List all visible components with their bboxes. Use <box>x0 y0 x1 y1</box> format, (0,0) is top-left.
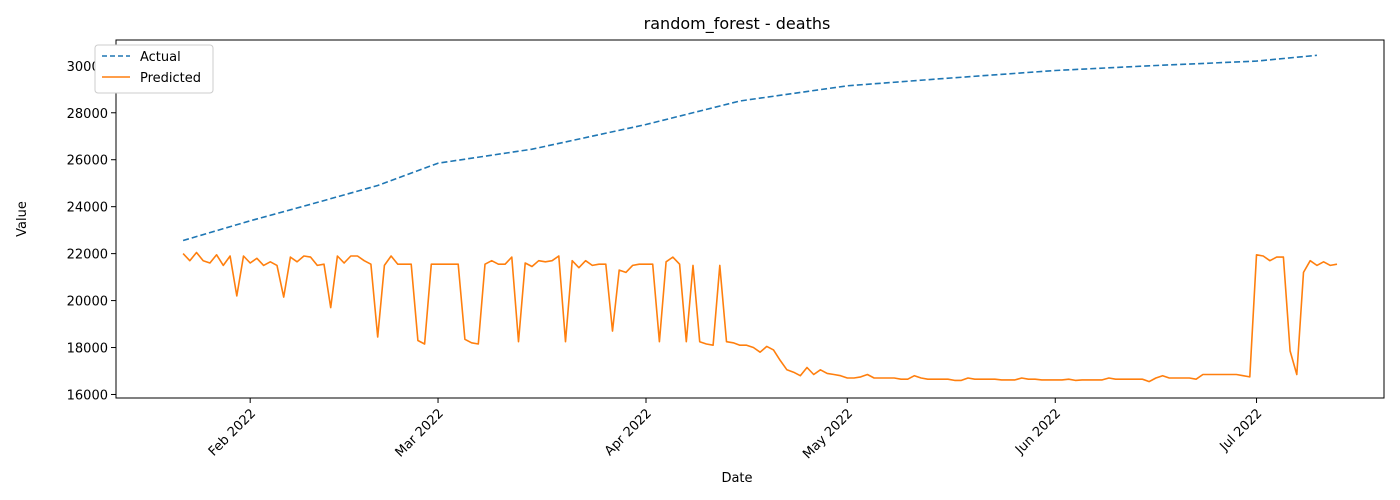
x-tick-label: May 2022 <box>800 406 856 462</box>
legend: Actual Predicted <box>94 44 214 94</box>
x-axis-title: Date <box>721 471 752 486</box>
series-line-actual <box>182 54 1317 242</box>
plot-area <box>182 54 1338 383</box>
y-tick-label: 28000 <box>67 107 108 122</box>
x-tick-label: Jun 2022 <box>1012 406 1064 458</box>
x-tick-label: Jul 2022 <box>1217 406 1266 455</box>
y-tick-label: 24000 <box>67 201 108 216</box>
y-axis-title: Value <box>15 201 30 237</box>
chart-title: random_forest - deaths <box>644 14 831 34</box>
y-tick-label: 16000 <box>67 388 108 403</box>
y-tick-label: 26000 <box>67 154 108 169</box>
y-tick-label: 22000 <box>67 248 108 263</box>
y-tick-label: 18000 <box>67 342 108 357</box>
legend-predicted-label: Predicted <box>140 71 201 86</box>
x-tick-label: Apr 2022 <box>602 406 655 459</box>
series-line-predicted <box>182 251 1338 383</box>
legend-actual-label: Actual <box>140 50 181 65</box>
y-tick-label: 20000 <box>67 295 108 310</box>
plot-frame <box>115 39 1385 399</box>
x-axis: Feb 2022 Mar 2022 Apr 2022 May 2022 Jun 2022… <box>206 398 1266 462</box>
x-tick-label: Mar 2022 <box>393 406 447 460</box>
x-tick-label: Feb 2022 <box>206 406 259 459</box>
legend-box <box>94 44 214 94</box>
